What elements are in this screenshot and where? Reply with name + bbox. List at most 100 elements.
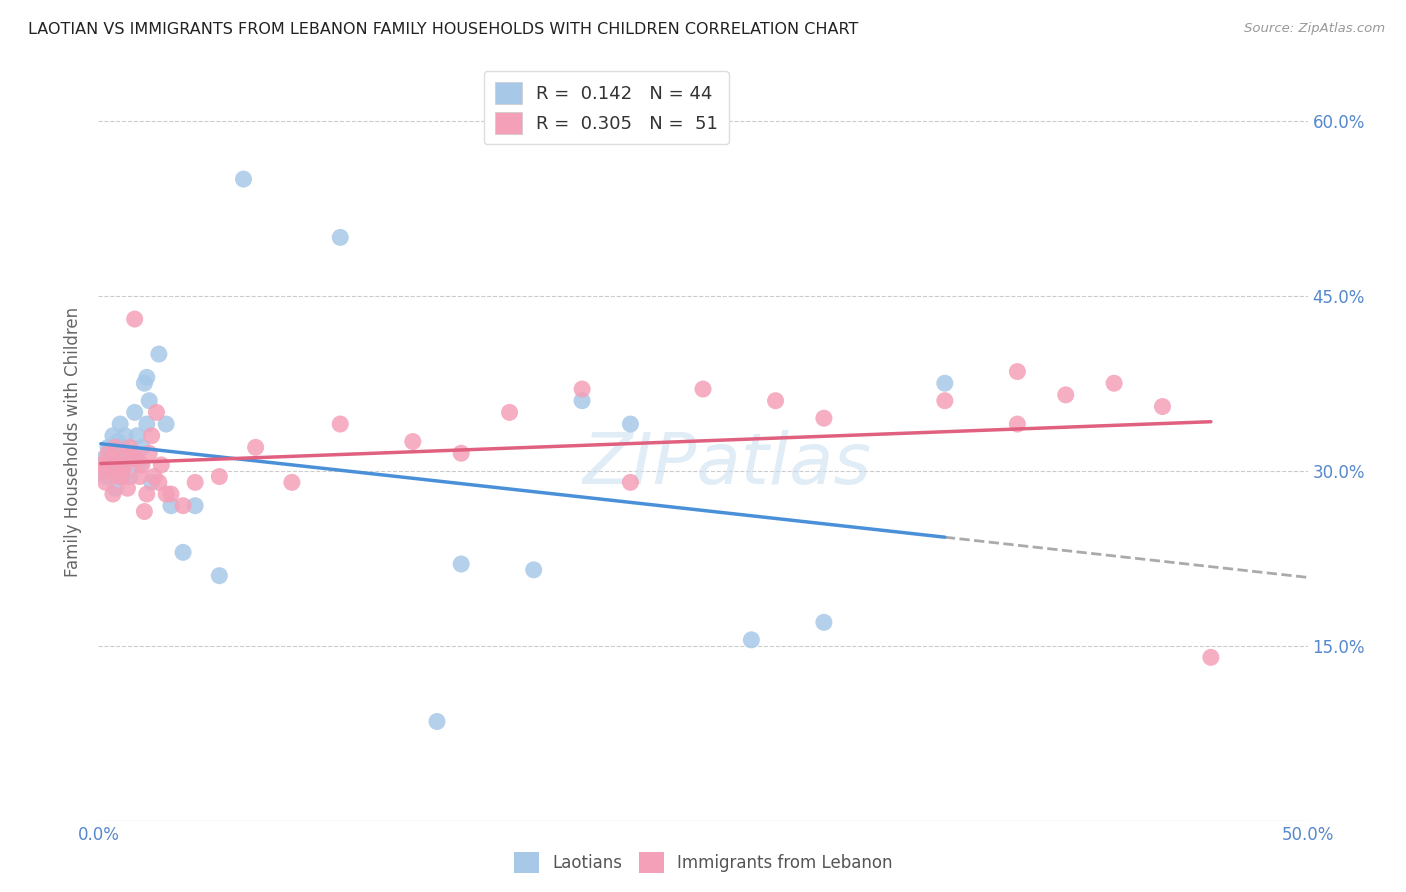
Point: [141, 475, 163, 490]
Point: [571, 382, 593, 396]
Point: [232, 172, 254, 186]
Point: [619, 475, 641, 490]
Point: [107, 434, 129, 449]
Point: [155, 487, 177, 501]
Point: [111, 464, 134, 478]
Point: [101, 487, 124, 501]
Point: [108, 452, 131, 467]
Point: [208, 568, 231, 582]
Point: [1102, 376, 1125, 391]
Point: [107, 469, 129, 483]
Point: [135, 417, 157, 431]
Point: [114, 458, 136, 472]
Point: [114, 428, 136, 442]
Point: [571, 393, 593, 408]
Point: [1152, 400, 1174, 414]
Point: [118, 469, 141, 483]
Point: [450, 446, 472, 460]
Legend: R =  0.142   N = 44, R =  0.305   N =  51: R = 0.142 N = 44, R = 0.305 N = 51: [484, 71, 728, 145]
Point: [101, 452, 124, 467]
Point: [91, 452, 114, 467]
Point: [138, 393, 160, 408]
Point: [111, 469, 134, 483]
Point: [97, 441, 120, 455]
Point: [184, 499, 207, 513]
Point: [131, 458, 153, 472]
Point: [143, 469, 166, 483]
Point: [329, 230, 352, 244]
Point: [128, 458, 150, 472]
Point: [1007, 417, 1029, 431]
Point: [124, 405, 146, 419]
Point: [100, 446, 122, 460]
Y-axis label: Family Households with Children: Family Households with Children: [65, 307, 83, 576]
Point: [1199, 650, 1222, 665]
Point: [134, 376, 156, 391]
Point: [121, 446, 143, 460]
Point: [97, 446, 120, 460]
Point: [128, 469, 150, 483]
Point: [94, 469, 117, 483]
Point: [172, 499, 194, 513]
Point: [108, 417, 131, 431]
Point: [127, 452, 149, 467]
Point: [329, 417, 352, 431]
Point: [138, 446, 160, 460]
Point: [281, 475, 304, 490]
Point: [131, 441, 153, 455]
Point: [100, 464, 122, 478]
Point: [160, 487, 183, 501]
Point: [117, 481, 139, 495]
Point: [523, 563, 546, 577]
Point: [135, 487, 157, 501]
Point: [450, 557, 472, 571]
Legend: Laotians, Immigrants from Lebanon: Laotians, Immigrants from Lebanon: [508, 846, 898, 880]
Point: [141, 428, 163, 442]
Point: [692, 382, 714, 396]
Point: [402, 434, 425, 449]
Point: [111, 441, 134, 455]
Point: [124, 452, 146, 467]
Point: [118, 441, 141, 455]
Point: [90, 458, 112, 472]
Point: [813, 411, 835, 425]
Point: [426, 714, 449, 729]
Point: [145, 405, 167, 419]
Text: LAOTIAN VS IMMIGRANTS FROM LEBANON FAMILY HOUSEHOLDS WITH CHILDREN CORRELATION C: LAOTIAN VS IMMIGRANTS FROM LEBANON FAMIL…: [28, 22, 859, 37]
Point: [101, 428, 124, 442]
Point: [91, 464, 114, 478]
Point: [104, 481, 127, 495]
Point: [498, 405, 520, 419]
Point: [100, 464, 122, 478]
Point: [121, 446, 143, 460]
Point: [172, 545, 194, 559]
Point: [619, 417, 641, 431]
Point: [245, 441, 267, 455]
Point: [104, 441, 127, 455]
Point: [765, 393, 787, 408]
Point: [148, 347, 170, 361]
Point: [90, 458, 112, 472]
Text: ZIPatlas: ZIPatlas: [582, 430, 872, 499]
Point: [124, 312, 146, 326]
Point: [1007, 365, 1029, 379]
Text: Source: ZipAtlas.com: Source: ZipAtlas.com: [1244, 22, 1385, 36]
Point: [134, 504, 156, 518]
Point: [155, 417, 177, 431]
Point: [111, 469, 134, 483]
Point: [208, 469, 231, 483]
Point: [107, 458, 129, 472]
Point: [934, 376, 956, 391]
Point: [184, 475, 207, 490]
Point: [1054, 388, 1077, 402]
Point: [813, 615, 835, 630]
Point: [135, 370, 157, 384]
Point: [148, 475, 170, 490]
Point: [934, 393, 956, 408]
Point: [150, 458, 173, 472]
Point: [100, 452, 122, 467]
Point: [740, 632, 762, 647]
Point: [117, 452, 139, 467]
Point: [127, 428, 149, 442]
Point: [160, 499, 183, 513]
